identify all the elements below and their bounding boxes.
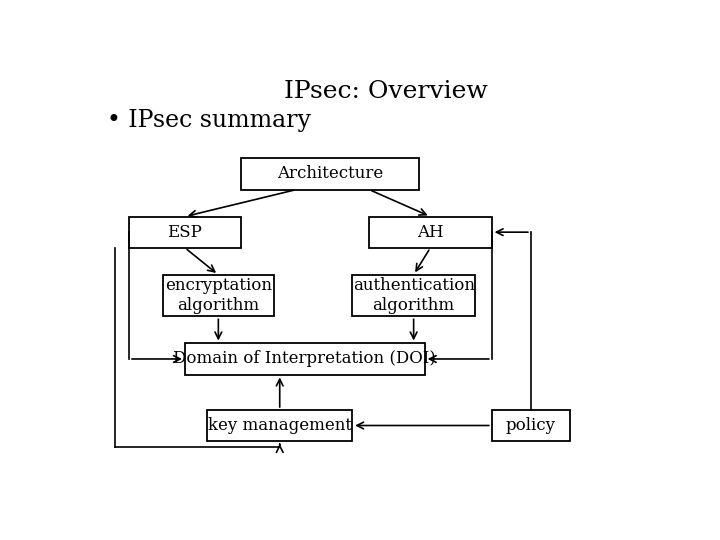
Text: key management: key management xyxy=(207,417,351,434)
Bar xyxy=(207,410,352,441)
Text: Architecture: Architecture xyxy=(276,165,383,183)
Text: AH: AH xyxy=(417,224,444,241)
Bar xyxy=(163,275,274,316)
Bar xyxy=(492,410,570,441)
Text: encryptation
algorithm: encryptation algorithm xyxy=(165,277,272,314)
Text: • IPsec summary: • IPsec summary xyxy=(107,110,311,132)
Bar xyxy=(129,217,240,248)
Text: authentication
algorithm: authentication algorithm xyxy=(353,277,474,314)
Bar xyxy=(369,217,492,248)
Text: policy: policy xyxy=(506,417,556,434)
Bar xyxy=(185,343,425,375)
Bar xyxy=(240,158,419,190)
Bar xyxy=(352,275,475,316)
Text: Domain of Interpretation (DOI): Domain of Interpretation (DOI) xyxy=(174,350,436,368)
Text: ESP: ESP xyxy=(168,224,202,241)
Text: IPsec: Overview: IPsec: Overview xyxy=(284,80,487,103)
